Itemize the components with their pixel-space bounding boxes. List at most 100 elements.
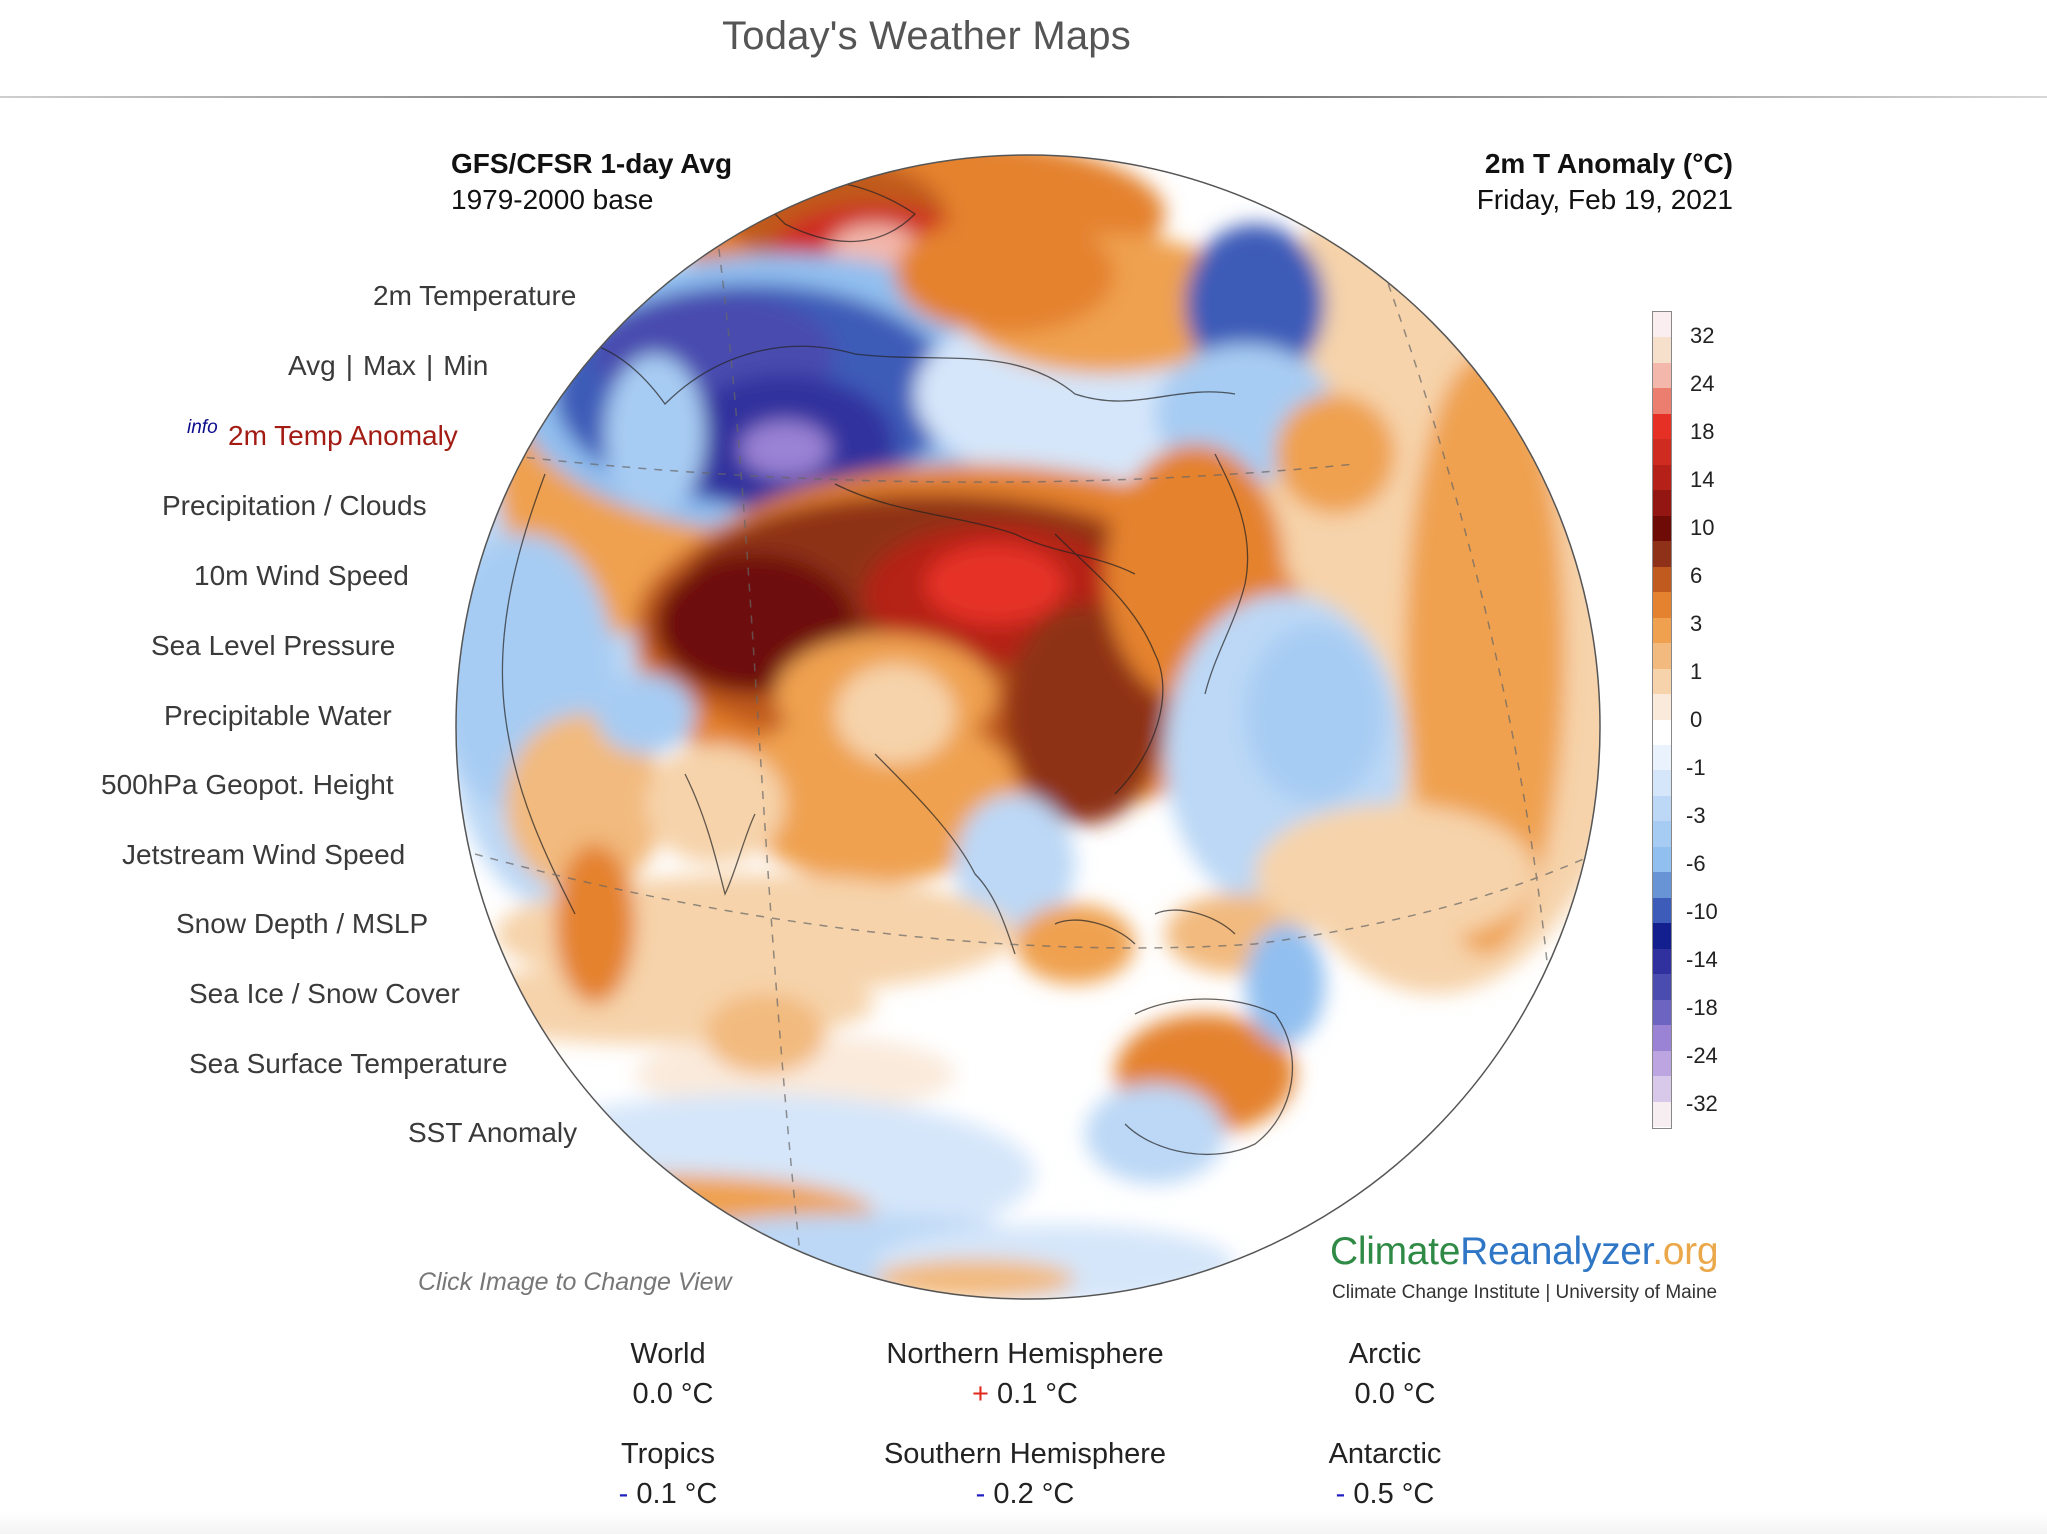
colorbar-segment (1653, 439, 1671, 465)
logo-reanalyzer: Reanalyzer (1460, 1230, 1653, 1273)
colorbar-segment (1653, 744, 1671, 771)
colorbar-tick: 6 (1690, 563, 1703, 588)
colorbar-tick: -3 (1686, 803, 1706, 828)
colorbar-segment (1653, 1050, 1671, 1077)
colorbar-tick: 0 (1690, 707, 1703, 732)
stat-value: 0.1 °C (636, 1478, 718, 1510)
colorbar-tick: -10 (1686, 899, 1718, 924)
colorbar-tick: 24 (1690, 371, 1715, 396)
colorbar-segment (1653, 974, 1671, 1000)
stat-value: 0.0 °C (1354, 1378, 1436, 1410)
menu-sst-anomaly[interactable]: SST Anomaly (408, 1117, 578, 1148)
stat-value: 0.5 °C (1353, 1478, 1435, 1510)
stat-value: 0.2 °C (993, 1478, 1075, 1510)
logo-climate: Climate (1330, 1230, 1461, 1273)
menu-10m-wind-speed[interactable]: 10m Wind Speed (194, 560, 409, 591)
colorbar-tick: 3 (1690, 611, 1703, 636)
graticule (474, 155, 1596, 1299)
menu-sea-ice-snow-cover[interactable]: Sea Ice / Snow Cover (189, 978, 460, 1009)
colorbar-segment (1653, 337, 1671, 363)
climate-reanalyzer-logo[interactable]: ClimateReanalyzer.org (1330, 1230, 1719, 1274)
menu-snow-depth-mslp[interactable]: Snow Depth / MSLP (176, 908, 429, 939)
stat-value: 0.0 °C (632, 1378, 714, 1410)
stat-region: Arctic (1348, 1338, 1422, 1370)
separator: | (345, 350, 354, 381)
colorbar-segment (1653, 719, 1671, 745)
logo-org: .org (1652, 1230, 1719, 1273)
stat-region: Antarctic (1328, 1438, 1442, 1470)
colorbar-segment (1653, 490, 1671, 516)
stat-region: World (630, 1338, 706, 1370)
colorbar-segment (1653, 617, 1671, 644)
colorbar-segment (1653, 1076, 1671, 1102)
menu-sea-level-pressure[interactable]: Sea Level Pressure (151, 630, 396, 661)
colorbar-segment (1653, 592, 1671, 618)
map-date: Friday, Feb 19, 2021 (1476, 184, 1733, 215)
colorbar-tick: -14 (1686, 947, 1718, 972)
coastlines (494, 180, 1294, 1155)
colorbar-tick: -18 (1686, 995, 1718, 1020)
colorbar-segment (1653, 821, 1671, 847)
menu-avg[interactable]: Avg (288, 350, 336, 381)
stat-antarctic: Antarctic - 0.5 °C (1310, 1434, 1460, 1514)
menu-sea-surface-temperature[interactable]: Sea Surface Temperature (189, 1048, 508, 1079)
colorbar-tick: -6 (1686, 851, 1706, 876)
stat-sign: - (618, 1478, 629, 1510)
stat-sign: - (975, 1478, 986, 1510)
colorbar-segment (1653, 846, 1671, 873)
menu-precipitable-water[interactable]: Precipitable Water (164, 700, 392, 731)
colorbar-segment (1653, 668, 1671, 695)
colorbar-tick: -24 (1686, 1043, 1718, 1068)
stat-value: 0.1 °C (997, 1378, 1078, 1410)
menu-2m-temp-anomaly[interactable]: 2m Temp Anomaly (228, 420, 458, 451)
change-view-hint: Click Image to Change View (418, 1268, 732, 1296)
menu-max[interactable]: Max (363, 350, 416, 381)
title-divider (0, 96, 2047, 98)
stat-southern-hemisphere: Southern Hemisphere - 0.2 °C (860, 1434, 1190, 1514)
colorbar-segment (1653, 566, 1671, 593)
colorbar-segment (1653, 770, 1671, 796)
colorbar-tick: 1 (1690, 659, 1703, 684)
colorbar-tick: 14 (1690, 467, 1715, 492)
colorbar-segment (1653, 1101, 1671, 1127)
colorbar-segment (1653, 464, 1671, 491)
logo-subtitle: Climate Change Institute | University of… (1332, 1282, 1718, 1303)
variable-title: 2m T Anomaly (°C) (1484, 148, 1733, 179)
stat-region: Tropics (621, 1438, 715, 1470)
colorbar-segment (1653, 541, 1671, 567)
colorbar-tick: 10 (1690, 515, 1715, 540)
colorbar (1652, 311, 1672, 1129)
stat-sign: - (1335, 1478, 1346, 1510)
menu-500hpa-geopot-height[interactable]: 500hPa Geopot. Height (101, 769, 394, 800)
colorbar-tick: 32 (1690, 323, 1715, 348)
colorbar-segment (1653, 1025, 1671, 1051)
info-link[interactable]: info (187, 417, 218, 438)
separator: | (425, 350, 434, 381)
stat-sign: + (972, 1378, 989, 1410)
page-title: Today's Weather Maps (722, 14, 1131, 58)
colorbar-tick: 18 (1690, 419, 1715, 444)
colorbar-segment (1653, 413, 1671, 440)
menu-precipitation-clouds[interactable]: Precipitation / Clouds (162, 490, 427, 521)
stat-northern-hemisphere: Northern Hemisphere + 0.1 °C (860, 1334, 1190, 1414)
colorbar-tick: -1 (1686, 755, 1706, 780)
stat-region: Northern Hemisphere (886, 1338, 1164, 1370)
menu-jetstream-wind-speed[interactable]: Jetstream Wind Speed (122, 839, 406, 870)
colorbar-segment (1653, 795, 1671, 822)
map-variable-header: 2m T Anomaly (°C) Friday, Feb 19, 2021 (1440, 146, 1733, 218)
map-source-header: GFS/CFSR 1-day Avg 1979-2000 base (451, 146, 732, 218)
stat-arctic: Arctic 0.0 °C (1310, 1334, 1460, 1414)
stat-region: Southern Hemisphere (883, 1438, 1167, 1470)
menu-min[interactable]: Min (443, 350, 489, 381)
model-title: GFS/CFSR 1-day Avg (451, 148, 733, 179)
colorbar-segment (1653, 694, 1671, 720)
baseline-label: 1979-2000 base (451, 184, 654, 215)
colorbar-segment (1653, 362, 1671, 389)
colorbar-segment (1653, 923, 1671, 949)
colorbar-segment (1653, 388, 1671, 414)
globe-map[interactable] (455, 154, 1601, 1300)
colorbar-segment (1653, 999, 1671, 1026)
colorbar-segment (1653, 872, 1671, 898)
colorbar-segment (1653, 515, 1671, 542)
menu-2m-temperature[interactable]: 2m Temperature (373, 280, 577, 311)
